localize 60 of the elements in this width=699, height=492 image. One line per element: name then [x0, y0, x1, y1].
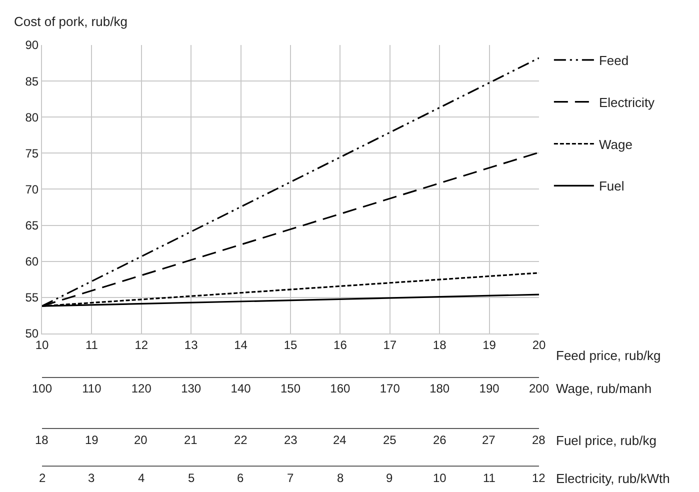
x-tick-label: 18 [432, 338, 447, 352]
y-tick-label: 80 [25, 110, 39, 124]
x-tick-label: 17 [383, 338, 397, 352]
legend-label: Feed [598, 53, 629, 68]
x2-tick-label: 200 [528, 381, 550, 396]
text: 26 [433, 433, 447, 447]
text: 7 [287, 471, 294, 485]
x-tick-label: 15 [284, 338, 298, 352]
x-axis-title: Feed price, rub/kg [556, 348, 661, 363]
text: 27 [482, 433, 496, 447]
x-tick-label: 16 [334, 338, 348, 352]
x-tick-label: 11 [85, 338, 98, 352]
text: 5 [188, 471, 195, 485]
text: 19 [85, 433, 99, 447]
legend-label: Electricity [598, 94, 656, 110]
y-tick-label: 70 [25, 182, 39, 196]
text: 9 [386, 471, 393, 485]
text: 11 [483, 471, 496, 485]
x-tick-label: 14 [234, 338, 248, 352]
text: 24 [333, 433, 347, 447]
x2-tick-label: 100 [32, 381, 52, 396]
x-tick-label: 20 [532, 338, 546, 352]
y-tick-label: 60 [25, 254, 39, 269]
text: 20 [134, 433, 148, 447]
text: 28 [532, 433, 546, 447]
x2-tick-label: 140 [230, 381, 252, 396]
x2-tick-label: 160 [330, 381, 351, 396]
text: 21 [184, 433, 198, 447]
text: 2 [39, 471, 46, 485]
text: 12 [532, 471, 546, 485]
legend-label: Wage [598, 136, 632, 152]
y-tick-label: 65 [25, 218, 39, 232]
text: 18 [35, 433, 49, 447]
text: 22 [234, 433, 248, 447]
y-tick-label: 85 [25, 74, 39, 88]
x2-tick-label: 190 [479, 381, 500, 396]
legend-label: Fuel [598, 178, 624, 194]
x2-tick-label: 120 [131, 381, 152, 396]
x2-tick-label: 130 [181, 381, 202, 396]
x-tick-label: 19 [482, 338, 496, 352]
x2-tick-label: 150 [280, 381, 301, 396]
text: 10 [433, 471, 447, 485]
x2-tick-label: 180 [430, 381, 450, 396]
text: 4 [138, 471, 145, 485]
text: 3 [88, 471, 95, 485]
text: 25 [383, 433, 397, 447]
y-tick-label: 90 [25, 38, 39, 52]
x-tick-label: 12 [134, 338, 148, 352]
text: Fuel price, rub/kg [556, 433, 656, 448]
y-tick-label: 75 [25, 146, 39, 160]
y-tick-label: 55 [25, 290, 39, 305]
text: Electricity, rub/kWth [556, 471, 670, 486]
x2-axis-title: Wage, rub/manh [556, 381, 652, 396]
x2-tick-label: 110 [82, 381, 102, 396]
text: 23 [284, 433, 298, 447]
text: 8 [337, 471, 344, 485]
y-axis-title: Cost of pork, rub/kg [14, 14, 128, 29]
text: 6 [237, 471, 244, 485]
x-tick-label: 13 [184, 338, 198, 352]
x2-tick-label: 170 [380, 381, 400, 396]
